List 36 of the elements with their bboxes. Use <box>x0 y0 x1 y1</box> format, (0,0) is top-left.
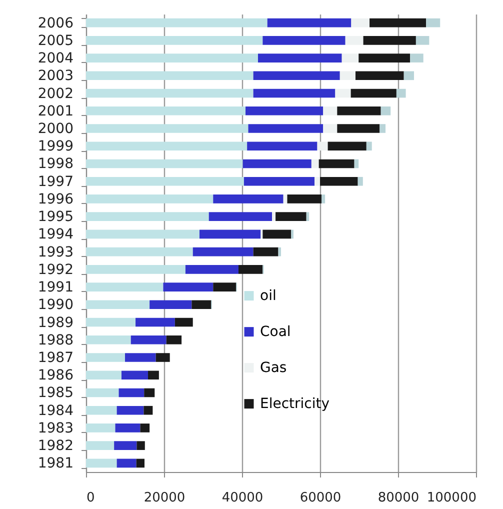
legend-label: Gas <box>260 360 287 376</box>
legend-label: Coal <box>260 324 291 340</box>
legend-label: Electricity <box>260 396 330 412</box>
y-tick-label: 1981 <box>38 456 74 472</box>
y-tick-label: 1999 <box>38 138 74 155</box>
y-tick-label: 1988 <box>38 332 74 348</box>
y-tick-label: 2006 <box>38 15 74 32</box>
y-tick-label: 2002 <box>38 86 74 102</box>
x-tick-label: 100000 <box>426 490 476 506</box>
y-tick-label: 1984 <box>38 402 74 419</box>
y-tick-label: 2000 <box>38 121 74 137</box>
y-tick-label: 1993 <box>38 244 74 260</box>
y-tick-label: 1989 <box>38 314 74 331</box>
x-tick-label: 0 <box>86 490 95 506</box>
x-tick-label: 20000 <box>144 490 186 506</box>
y-tick-label: 1987 <box>38 350 74 366</box>
y-tick-label: 1996 <box>38 191 74 208</box>
x-tick-label: 80000 <box>378 490 420 506</box>
y-tick-label: 1986 <box>38 368 74 384</box>
y-tick-label: 1982 <box>38 438 74 454</box>
x-tick-label: 40000 <box>222 490 264 506</box>
legend-label: oil <box>260 288 276 304</box>
y-tick-label: 1991 <box>38 280 74 296</box>
y-tick-label: 2004 <box>38 50 74 67</box>
y-tick-label: 1995 <box>38 209 74 226</box>
y-tick-label: 1994 <box>38 226 74 243</box>
y-tick-label: 2003 <box>38 68 74 84</box>
y-tick-label: 1985 <box>38 385 74 402</box>
y-tick-label: 1990 <box>38 297 74 314</box>
x-tick-label: 60000 <box>300 490 342 506</box>
y-tick-label: 2005 <box>38 32 74 49</box>
y-tick-label: 1997 <box>38 174 74 190</box>
y-tick-label: 1998 <box>38 156 74 172</box>
y-tick-label: 1983 <box>38 420 74 436</box>
y-tick-label: 1992 <box>38 262 74 278</box>
y-tick-label: 2001 <box>38 103 74 120</box>
